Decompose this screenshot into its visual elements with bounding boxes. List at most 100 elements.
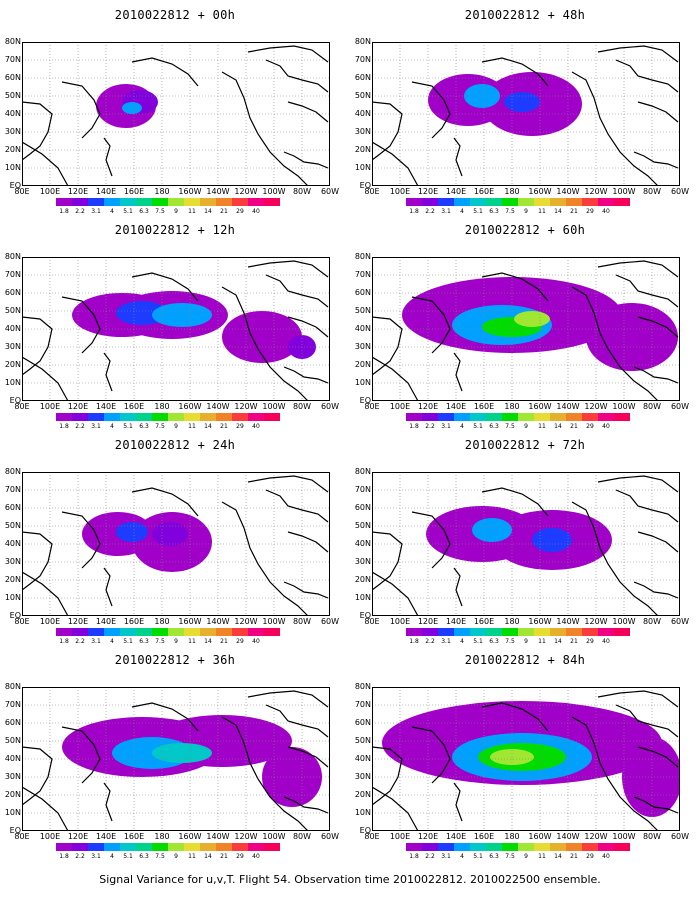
- latitude-label: 60N: [354, 288, 371, 297]
- colorbar-swatch: [200, 198, 216, 206]
- colorbar-swatch: [264, 413, 280, 421]
- longitude-label: 100E: [389, 832, 411, 841]
- colorbar-label: 1.8: [59, 638, 69, 645]
- coastline: [372, 101, 403, 161]
- longitude-label: 140E: [95, 832, 117, 841]
- longitude-label: 100W: [262, 402, 286, 411]
- coastline: [221, 501, 309, 616]
- colorbar-swatch: [438, 413, 454, 421]
- latitude-label: EQ: [9, 611, 21, 620]
- longitude-label: 80E: [364, 617, 380, 626]
- colorbar-swatch: [582, 413, 598, 421]
- coastline: [22, 531, 53, 591]
- longitude-label: 140W: [556, 617, 580, 626]
- coastline: [453, 352, 463, 392]
- latitude-label: 70N: [4, 55, 21, 64]
- coastline: [481, 272, 549, 302]
- latitude-label: 50N: [354, 736, 371, 745]
- coastline: [265, 704, 329, 738]
- colorbar-swatch: [216, 843, 232, 851]
- colorbar-label: 11: [188, 423, 196, 430]
- coastline: [61, 726, 101, 784]
- colorbar-swatch: [216, 198, 232, 206]
- colorbar-label: 14: [204, 423, 212, 430]
- colorbar-label: 1.8: [409, 638, 419, 645]
- colorbar-swatch: [248, 198, 264, 206]
- variance-region: [116, 522, 148, 542]
- coastline: [615, 274, 679, 308]
- coastline: [221, 71, 309, 186]
- colorbar-swatch: [454, 843, 470, 851]
- colorbar-swatch: [470, 198, 486, 206]
- longitude-label: 80E: [14, 617, 30, 626]
- latitude-label: 30N: [4, 127, 21, 136]
- latitude-label: 50N: [4, 306, 21, 315]
- coastline: [481, 57, 549, 87]
- colorbar-swatch: [614, 198, 630, 206]
- longitude-label: 160E: [123, 187, 145, 196]
- colorbar-swatch: [168, 198, 184, 206]
- longitude-label: 160W: [528, 402, 552, 411]
- colorbar-swatch: [56, 843, 72, 851]
- longitude-label: 140W: [556, 832, 580, 841]
- latitude-label: 20N: [354, 360, 371, 369]
- longitude-label: 140W: [206, 187, 230, 196]
- latitude-label: 70N: [354, 55, 371, 64]
- colorbar-swatch: [502, 843, 518, 851]
- colorbar-swatch: [72, 843, 88, 851]
- longitude-label: 100E: [389, 617, 411, 626]
- panel-title: 2010022812 + 36h: [114, 653, 236, 667]
- coastline: [597, 260, 679, 278]
- longitude-label: 80E: [14, 187, 30, 196]
- longitude-label: 120E: [67, 187, 89, 196]
- colorbar-label: 5.1: [473, 638, 483, 645]
- coastline: [221, 716, 309, 831]
- coastline: [247, 45, 329, 63]
- longitude-label: 60W: [670, 617, 690, 626]
- longitude-label: 160E: [473, 617, 495, 626]
- coastline: [22, 746, 53, 806]
- latitude-label: 20N: [4, 360, 21, 369]
- colorbar-label: 1.8: [59, 853, 69, 860]
- latitude-label: EQ: [9, 826, 21, 835]
- colorbar-swatch: [56, 198, 72, 206]
- colorbar-swatch: [550, 198, 566, 206]
- colorbar-swatch: [582, 198, 598, 206]
- coastline: [411, 511, 451, 569]
- longitude-label: 80W: [292, 187, 312, 196]
- colorbar-swatch: [120, 413, 136, 421]
- colorbar-label: 29: [586, 208, 594, 215]
- longitude-label: 140W: [556, 402, 580, 411]
- colorbar-swatch: [88, 413, 104, 421]
- colorbar-label: 40: [252, 208, 260, 215]
- map-frame: [372, 472, 680, 616]
- colorbar-swatch: [502, 413, 518, 421]
- variance-region: [122, 102, 142, 114]
- colorbar-swatch: [88, 843, 104, 851]
- colorbar-label: 9: [524, 423, 528, 430]
- latitude-label: 20N: [354, 575, 371, 584]
- coastline: [103, 352, 113, 392]
- longitude-label: 120E: [67, 402, 89, 411]
- colorbar-swatch: [406, 628, 422, 636]
- longitude-label: 100E: [39, 617, 61, 626]
- latitude-label: 10N: [4, 378, 21, 387]
- map-frame: [372, 687, 680, 831]
- latitude-label: 50N: [354, 521, 371, 530]
- longitude-label: 80W: [642, 617, 662, 626]
- colorbar-label: 9: [174, 853, 178, 860]
- coastline: [615, 489, 679, 523]
- colorbar-label: 6.3: [489, 853, 499, 860]
- colorbar-swatch: [518, 843, 534, 851]
- longitude-label: 80E: [14, 402, 30, 411]
- longitude-label: 140E: [445, 187, 467, 196]
- variance-region: [504, 92, 540, 112]
- colorbar-label: 1.8: [409, 853, 419, 860]
- colorbar: [406, 413, 630, 421]
- colorbar-swatch: [232, 843, 248, 851]
- map-frame: [22, 257, 330, 401]
- longitude-label: 120W: [234, 187, 258, 196]
- colorbar-swatch: [72, 628, 88, 636]
- colorbar-label: 2.2: [425, 208, 435, 215]
- coastline: [481, 702, 549, 732]
